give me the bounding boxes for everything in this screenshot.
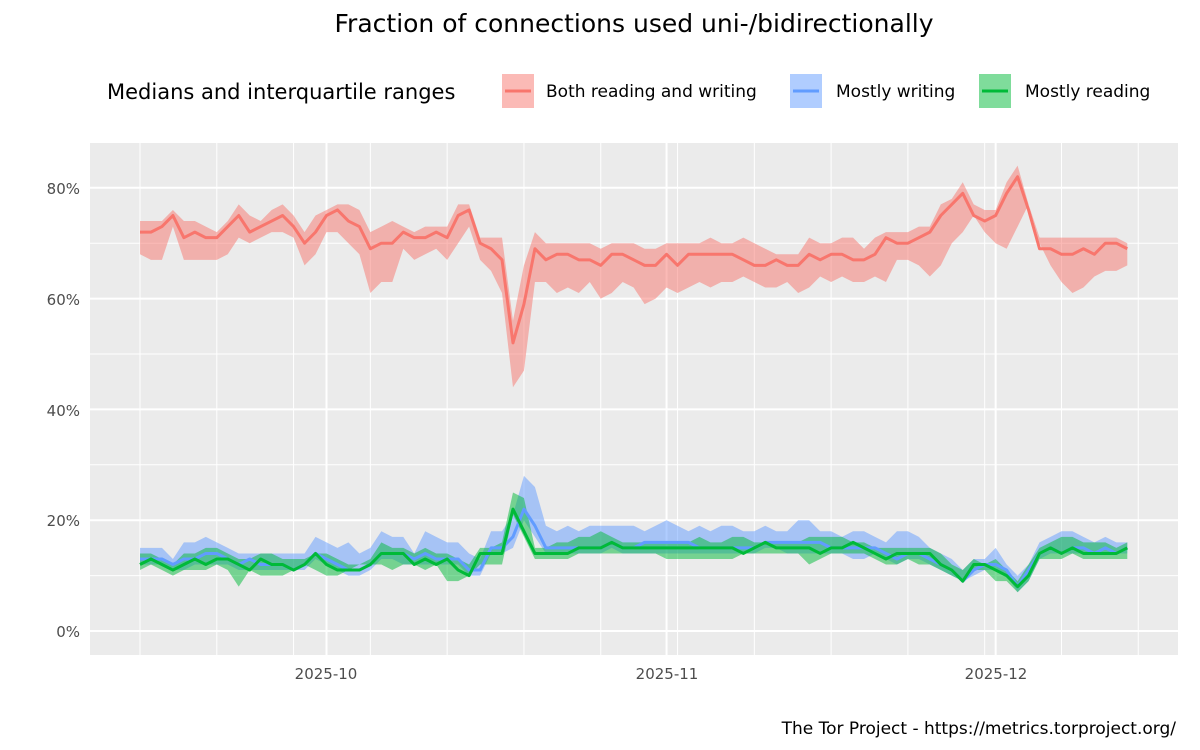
chart-title: Fraction of connections used uni-/bidire… [334,9,933,38]
median-line-reading [139,507,1128,589]
iqr-band-reading [140,492,1128,593]
x-tick-label: 2025-10 [295,665,358,683]
y-tick-label: 40% [47,402,80,420]
y-tick-label: 0% [56,623,80,641]
y-tick-label: 80% [47,180,80,198]
x-tick-label: 2025-11 [636,665,699,683]
legend: Medians and interquartile ranges Both re… [107,74,1150,108]
iqr-band-writing [140,475,1128,593]
caption: The Tor Project - https://metrics.torpro… [781,719,1177,739]
median-line-both [140,175,1128,345]
y-tick-label: 60% [47,291,80,309]
x-tick-label: 2025-12 [965,665,1028,683]
legend-label-both: Both reading and writing [546,82,757,102]
legend-label-writing: Mostly writing [836,82,955,102]
legend-title: Medians and interquartile ranges [107,80,455,104]
legend-label-reading: Mostly reading [1025,82,1150,102]
y-tick-label: 20% [47,512,80,530]
iqr-band-both [140,165,1128,388]
